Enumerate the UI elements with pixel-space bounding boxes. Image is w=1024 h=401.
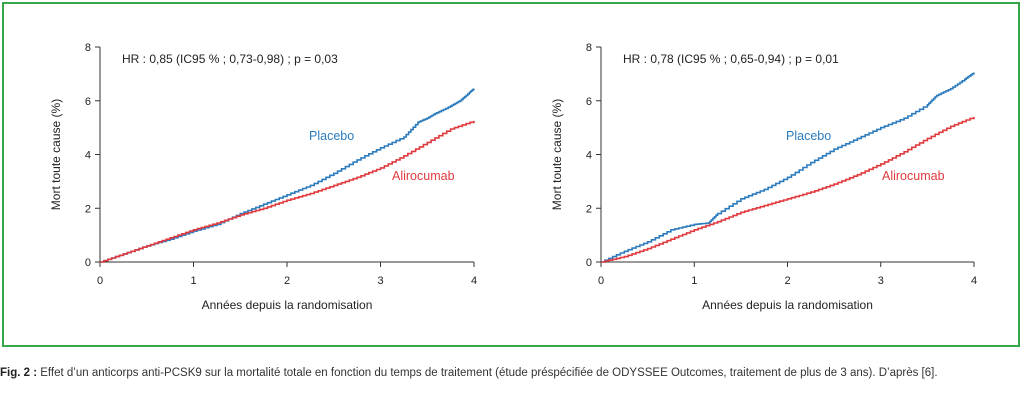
right-label-alirocumab: Alirocumab (882, 169, 945, 183)
left-x-tick-label: 0 (97, 275, 103, 287)
right-y-tick-label: 4 (586, 150, 592, 162)
left-x-tick-label: 4 (471, 275, 477, 287)
left-series-alirocumab (100, 120, 475, 263)
right-label-placebo: Placebo (786, 129, 831, 143)
left-y-tick-label: 6 (85, 96, 91, 108)
left-y-tick-label: 2 (85, 203, 91, 215)
caption-label: Fig. 2 : (0, 367, 38, 379)
right-series-alirocumab (601, 116, 975, 263)
left-y-tick-label: 4 (85, 150, 91, 162)
left-x-tick-label: 3 (377, 275, 383, 287)
right-x-tick-label: 3 (878, 275, 884, 287)
figure-frame: 0 2 4 6 8 0 1 2 3 4 Années depuis la randomisation… (2, 2, 1020, 347)
right-y-tick-label: 8 (586, 42, 592, 54)
figure-caption: Fig. 2 : Effet d’un anticorps anti-PCSK9… (0, 366, 1024, 381)
right-y-tick-label: 0 (586, 257, 592, 269)
left-x-tick-label: 1 (190, 275, 196, 287)
right-y-axis-label: Mort toute cause (%) (550, 99, 564, 210)
left-x-axis-label: Années depuis la randomisation (202, 298, 373, 312)
right-x-axis-label: Années depuis la randomisation (702, 298, 873, 312)
right-x-tick-label: 2 (784, 275, 790, 287)
caption-text: Effet d’un anticorps anti-PCSK9 sur la m… (37, 367, 938, 379)
left-label-placebo: Placebo (309, 129, 354, 143)
left-x-tick-label: 2 (284, 275, 290, 287)
left-y-tick-label: 0 (85, 257, 91, 269)
right-x-tick-label: 0 (598, 275, 604, 287)
right-hr-annotation: HR : 0,78 (IC95 % ; 0,65-0,94) ; p = 0,0… (623, 52, 839, 66)
left-hr-annotation: HR : 0,85 (IC95 % ; 0,73-0,98) ; p = 0,0… (122, 52, 338, 66)
right-series-placebo (601, 72, 975, 263)
chart-right: 0 2 4 6 8 0 1 2 3 4 Années depuis la randomisation… (550, 42, 977, 312)
right-x-tick-label: 4 (971, 275, 977, 287)
left-label-alirocumab: Alirocumab (392, 169, 455, 183)
right-y-tick-label: 2 (586, 203, 592, 215)
right-x-tick-label: 1 (691, 275, 697, 287)
right-y-tick-label: 6 (586, 96, 592, 108)
chart-left: 0 2 4 6 8 0 1 2 3 4 Années depuis la randomisation… (49, 42, 477, 312)
left-y-tick-label: 8 (85, 42, 91, 54)
left-y-axis-label: Mort toute cause (%) (49, 99, 63, 210)
